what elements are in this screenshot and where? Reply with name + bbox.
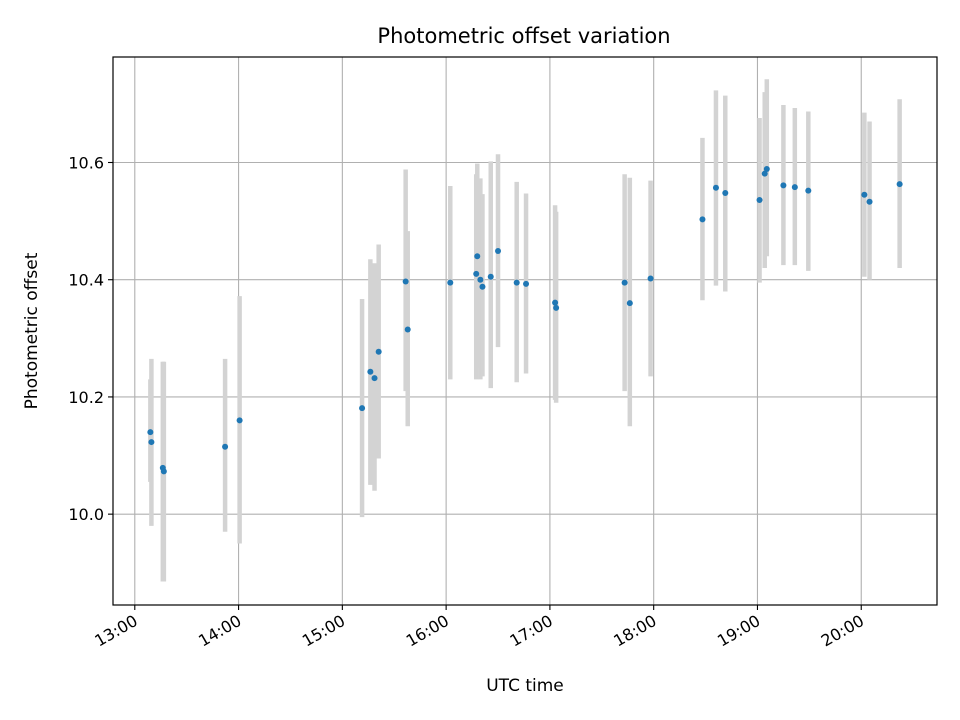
y-tick-label: 10.0 — [68, 505, 104, 524]
data-point — [447, 279, 454, 286]
data-point — [699, 216, 706, 223]
data-point — [495, 247, 502, 254]
data-point — [647, 275, 654, 282]
chart-title: Photometric offset variation — [377, 24, 670, 48]
x-tick-label: 15:00 — [299, 611, 348, 651]
data-point — [553, 304, 560, 311]
data-point — [402, 278, 409, 285]
data-point — [791, 184, 798, 191]
data-point — [473, 270, 480, 277]
data-point — [763, 165, 770, 172]
data-point — [552, 299, 559, 306]
data-point — [148, 439, 155, 446]
data-point — [866, 198, 873, 205]
data-point — [805, 187, 812, 194]
data-point — [371, 375, 378, 382]
plot-frame — [112, 56, 938, 606]
data-point — [761, 170, 768, 177]
y-tick-label: 10.6 — [68, 153, 104, 172]
y-axis-label: Photometric offset — [22, 252, 42, 409]
x-tick-label: 13:00 — [91, 611, 140, 651]
x-tick-label: 16:00 — [403, 611, 452, 651]
x-tick-label: 14:00 — [195, 611, 244, 651]
data-point — [160, 468, 167, 475]
data-points — [147, 165, 903, 475]
data-point — [896, 181, 903, 188]
data-point — [487, 273, 494, 280]
data-point — [756, 197, 763, 204]
data-point — [626, 300, 633, 307]
data-point — [474, 253, 481, 260]
data-point — [404, 326, 411, 333]
axis-ticks: 13:00 14:00 15:00 16:00 17:00 18:00 19:00 20:00… — [68, 153, 867, 650]
x-tick-label: 18:00 — [610, 611, 659, 651]
x-tick-label: 20:00 — [818, 611, 867, 651]
error-bars — [148, 79, 902, 582]
data-point — [523, 280, 530, 287]
x-axis-label: UTC time — [486, 676, 564, 696]
data-point — [861, 191, 868, 198]
data-point — [780, 182, 787, 189]
data-point — [222, 443, 229, 450]
data-point — [236, 417, 243, 424]
data-point — [479, 283, 486, 290]
data-point — [477, 276, 484, 283]
data-point — [513, 279, 520, 286]
data-point — [621, 279, 628, 286]
data-point — [712, 184, 719, 191]
data-point — [147, 429, 154, 436]
data-point — [722, 189, 729, 196]
data-point — [367, 368, 374, 375]
grid-layer — [113, 57, 937, 605]
data-point — [375, 348, 382, 355]
x-tick-label: 19:00 — [714, 611, 763, 651]
y-tick-label: 10.2 — [68, 388, 104, 407]
y-tick-label: 10.4 — [68, 271, 104, 290]
x-tick-label: 17:00 — [506, 611, 555, 651]
data-point — [359, 405, 366, 412]
